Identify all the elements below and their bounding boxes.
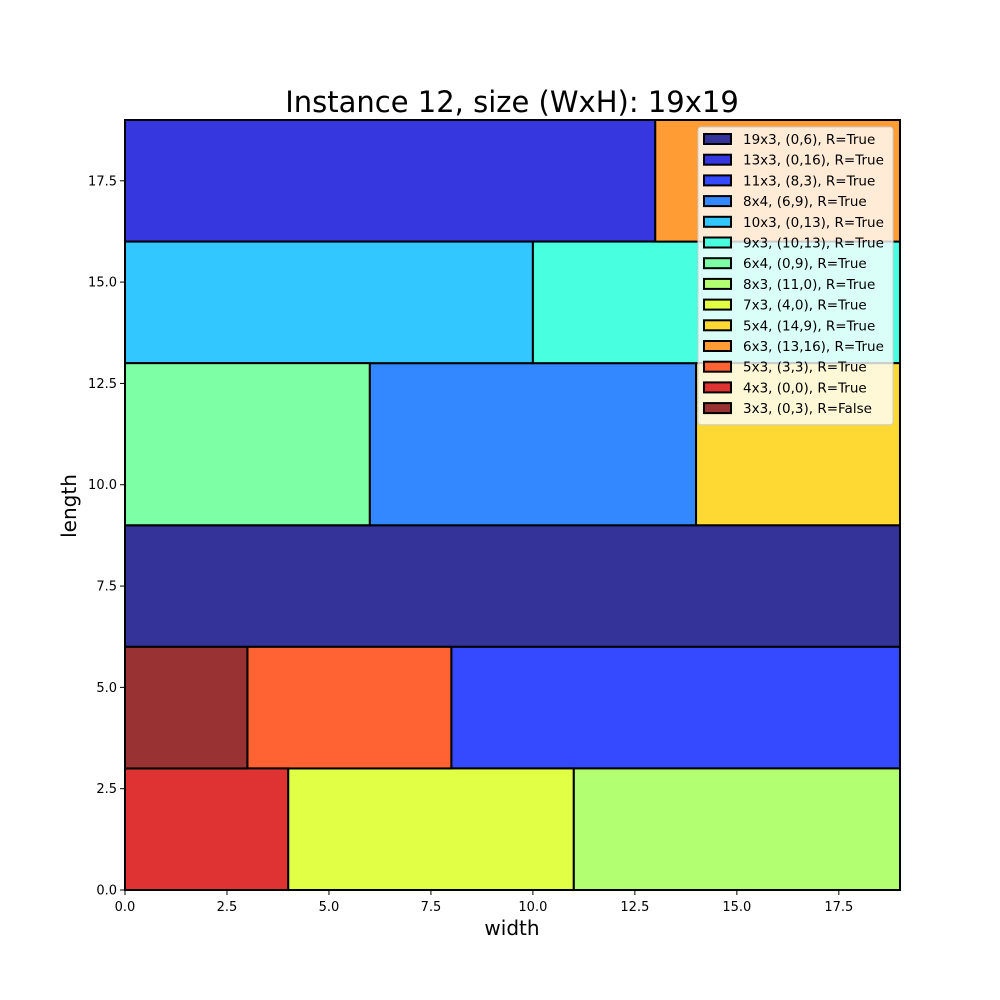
x-tick-label: 17.5 xyxy=(824,900,853,915)
legend-entry-label: 8x4, (6,9), R=True xyxy=(743,194,867,210)
y-axis-ticks: 0.0 2.5 5.0 7.5 10.0 12.5 15.0 17.5 xyxy=(88,174,125,899)
legend-entry-label: 5x4, (14,9), R=True xyxy=(743,318,875,334)
x-tick-label: 10.0 xyxy=(518,900,547,915)
legend-swatch xyxy=(703,360,732,373)
packed-rect-13 xyxy=(124,767,290,892)
legend-entry-label: 13x3, (0,16), R=True xyxy=(743,153,884,169)
x-tick-label: 0.0 xyxy=(115,900,136,915)
legend-swatch xyxy=(703,402,732,415)
packed-rect-5 xyxy=(124,240,534,365)
legend-entry-label: 8x3, (11,0), R=True xyxy=(743,277,875,293)
legend-swatch xyxy=(703,257,732,270)
packed-rect-1 xyxy=(124,524,901,648)
legend-swatch xyxy=(703,277,732,290)
legend-box xyxy=(697,126,894,426)
legend-entry-label: 5x3, (3,3), R=True xyxy=(743,360,867,376)
legend-swatch xyxy=(703,381,732,394)
y-tick-label: 17.5 xyxy=(88,174,117,189)
legend-swatch xyxy=(703,319,732,332)
legend-swatch xyxy=(703,195,732,208)
packed-rect-8 xyxy=(572,767,901,892)
legend-swatch xyxy=(703,298,732,311)
packed-rect-9 xyxy=(287,767,575,892)
packed-rect-3 xyxy=(450,645,901,770)
legend-swatch xyxy=(703,174,732,187)
packed-rect-12 xyxy=(246,645,453,770)
legend-entry-label: 19x3, (0,6), R=True xyxy=(743,132,875,148)
legend-entry-label: 11x3, (8,3), R=True xyxy=(743,173,875,189)
x-tick-label: 15.0 xyxy=(722,900,751,915)
legend-swatch xyxy=(703,340,732,352)
y-tick-label: 10.0 xyxy=(88,478,117,493)
legend-entry-label: 3x3, (0,3), R=False xyxy=(743,401,872,417)
packed-rect-14 xyxy=(124,645,249,770)
packed-rect-4 xyxy=(368,362,698,527)
legend-entry-label: 9x3, (10,13), R=True xyxy=(743,236,884,252)
legend-entry-label: 4x3, (0,0), R=True xyxy=(743,380,867,396)
legend-swatch xyxy=(703,153,732,166)
packed-rect-7 xyxy=(124,362,371,527)
y-tick-label: 5.0 xyxy=(96,681,117,696)
legend: 19x3, (0,6), R=True 13x3, (0,16), R=True 1… xyxy=(697,126,894,426)
legend-entry-label: 6x3, (13,16), R=True xyxy=(743,339,884,355)
legend-entry-label: 7x3, (4,0), R=True xyxy=(743,298,867,314)
y-tick-label: 15.0 xyxy=(88,276,117,291)
y-tick-label: 0.0 xyxy=(96,884,117,899)
legend-entry-label: 10x3, (0,13), R=True xyxy=(743,215,884,231)
y-axis-label: length xyxy=(57,474,81,538)
x-tick-label: 2.5 xyxy=(217,900,238,915)
packed-rect-2 xyxy=(124,119,657,243)
legend-swatch xyxy=(703,133,732,145)
plot-frame xyxy=(124,119,901,891)
legend-swatch xyxy=(703,215,732,228)
y-tick-label: 12.5 xyxy=(88,377,117,392)
x-tick-label: 7.5 xyxy=(421,900,442,915)
y-tick-label: 7.5 xyxy=(96,580,117,595)
x-tick-label: 12.5 xyxy=(620,900,649,915)
legend-entry-label: 6x4, (0,9), R=True xyxy=(743,256,867,272)
x-axis-ticks: 0.0 2.5 5.0 7.5 10.0 12.5 15.0 17.5 xyxy=(115,890,853,915)
chart-title: Instance 12, size (WxH): 19x19 xyxy=(285,85,739,119)
legend-swatch xyxy=(703,236,732,249)
x-axis-label: width xyxy=(484,916,539,940)
y-tick-label: 2.5 xyxy=(96,782,117,797)
x-tick-label: 5.0 xyxy=(319,900,340,915)
